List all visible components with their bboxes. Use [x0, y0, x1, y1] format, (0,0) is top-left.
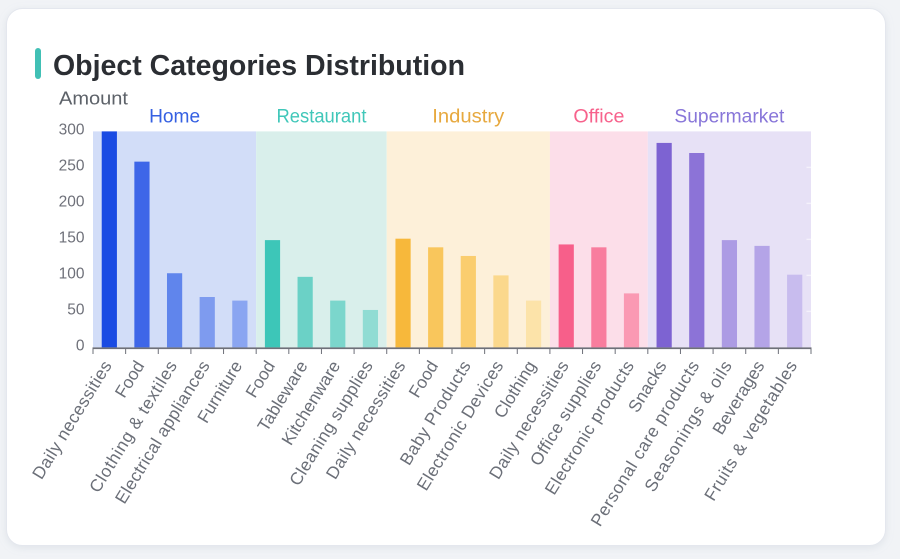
- svg-text:100: 100: [59, 266, 85, 283]
- svg-text:0: 0: [76, 338, 85, 355]
- svg-text:Object Categories Distribution: Object Categories Distribution: [53, 50, 465, 82]
- svg-text:250: 250: [59, 158, 85, 175]
- svg-text:50: 50: [67, 302, 85, 319]
- svg-text:Supermarket: Supermarket: [674, 107, 785, 128]
- svg-text:Amount: Amount: [59, 89, 128, 109]
- svg-text:150: 150: [59, 230, 85, 247]
- svg-text:300: 300: [59, 122, 85, 139]
- svg-text:Home: Home: [149, 107, 200, 128]
- svg-text:200: 200: [59, 194, 85, 211]
- svg-text:Office: Office: [573, 107, 624, 128]
- svg-text:Restaurant: Restaurant: [277, 107, 368, 128]
- svg-text:Industry: Industry: [432, 107, 505, 128]
